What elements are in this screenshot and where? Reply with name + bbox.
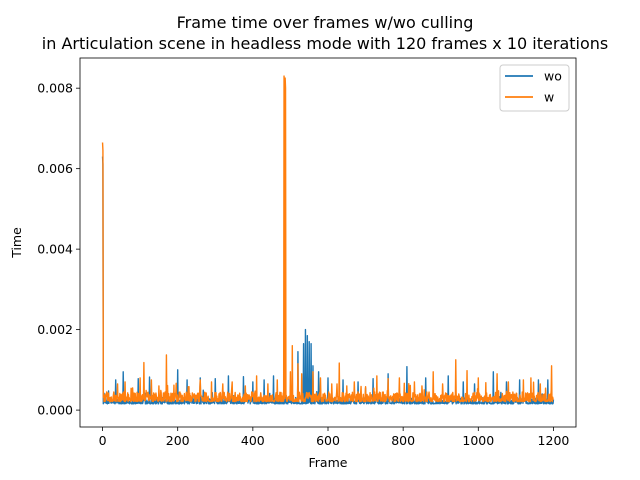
series-layer [101,75,555,405]
series-line-w [101,75,554,403]
x-tick-label: 0 [99,433,107,448]
chart-title-line-2: in Articulation scene in headless mode w… [42,34,608,53]
x-tick-label: 600 [316,433,340,448]
y-tick-label: 0.002 [37,322,73,337]
x-axis-label: Frame [309,455,348,470]
plot-area [80,58,576,427]
y-axis-ticks: 0.000 0.002 0.004 0.006 0.008 [37,81,80,418]
legend: wo w [499,64,570,112]
y-tick-label: 0.004 [37,242,73,257]
y-tick-label: 0.000 [37,403,73,418]
x-tick-label: 400 [241,433,265,448]
y-axis-label: Time [9,227,24,259]
y-tick-label: 0.006 [37,161,73,176]
legend-label-w: w [544,90,554,105]
x-tick-label: 1200 [538,433,570,448]
legend-label-wo: wo [544,69,562,84]
x-tick-label: 800 [391,433,415,448]
y-tick-label: 0.008 [37,81,73,96]
x-tick-label: 200 [166,433,190,448]
series-line-wo [101,87,555,405]
x-tick-label: 1000 [462,433,494,448]
x-axis-ticks: 0 200 400 600 800 1000 1200 [99,427,570,448]
chart-title-line-1: Frame time over frames w/wo culling [177,13,474,32]
